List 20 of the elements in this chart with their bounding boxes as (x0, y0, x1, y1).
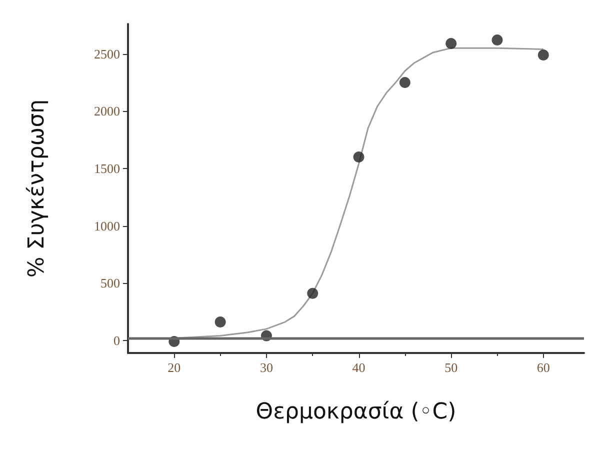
x-axis-title: Θερμοκρασία (◦C) (256, 400, 456, 424)
y-tick-label: 2000 (94, 104, 120, 119)
point (214, 316, 226, 328)
point (353, 151, 364, 162)
point (538, 49, 549, 60)
x-tick-label: 60 (536, 360, 550, 375)
y-tick-label: 2500 (94, 46, 120, 62)
point (446, 38, 457, 49)
x-tick-label: 50 (444, 360, 458, 375)
x-tick-label: 30 (260, 360, 273, 375)
y-tick-label: 500 (100, 276, 120, 291)
point (492, 34, 503, 46)
y-tick-label: 0 (114, 332, 120, 348)
point (307, 288, 318, 299)
point (399, 76, 410, 88)
y-tick-label: 1000 (94, 218, 120, 234)
y-tick-label: 1500 (94, 160, 120, 176)
x-tick-label: 40 (352, 360, 366, 375)
y-axis-title: % Συγκέντρωση (24, 99, 50, 278)
x-tick-label: 20 (168, 360, 181, 375)
